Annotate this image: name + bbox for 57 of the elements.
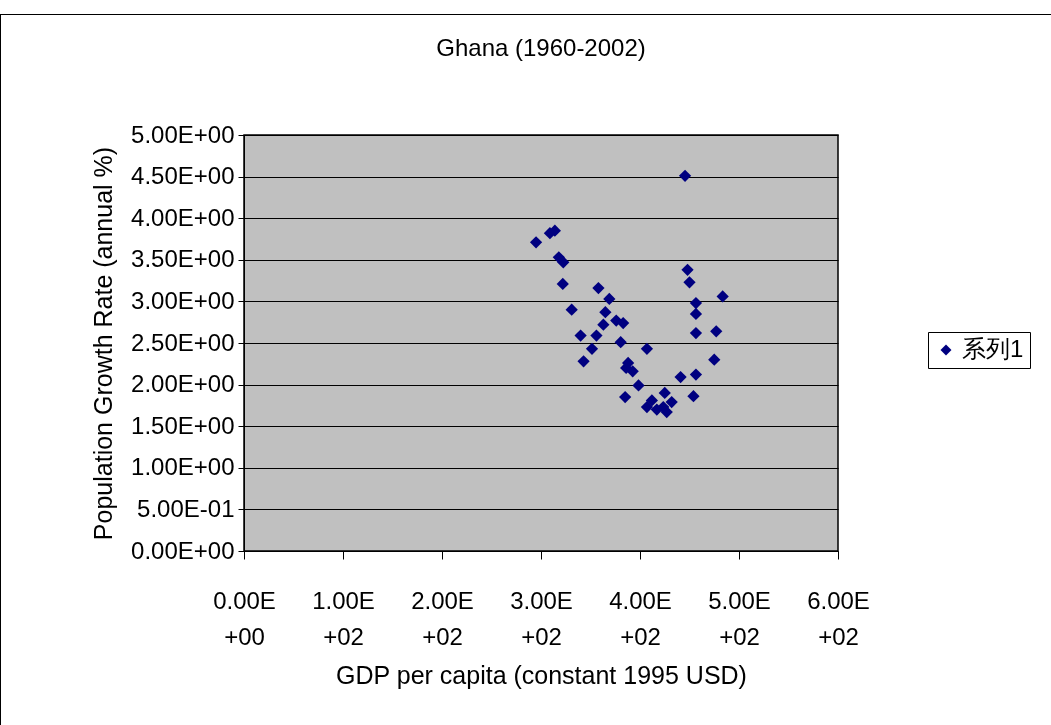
y-tick-label: 1.50E+00 [131,411,235,439]
y-tick-label: 3.50E+00 [131,245,235,273]
point [617,316,630,330]
point [632,379,645,392]
y-tick-label: 5.00E-01 [137,494,235,522]
x-tick-label: 1.00E+02 [312,586,375,650]
point [590,329,603,342]
point [687,390,700,403]
point [658,386,671,400]
point [603,292,616,306]
point [626,365,639,378]
point [592,281,605,295]
point [716,290,729,303]
x-tick-label: 6.00E+02 [807,586,870,650]
y-tick-label: 1.00E+00 [131,453,235,481]
point [557,256,570,269]
point [689,368,703,381]
x-tick-label: 3.00E+02 [510,586,573,650]
legend-label: 系列1 [962,335,1024,362]
x-tick-label: 2.00E+02 [411,586,474,650]
point [657,400,670,414]
point [674,370,687,384]
point [640,342,654,355]
point [577,355,590,368]
point [708,353,721,366]
point [565,303,578,316]
point [640,400,654,414]
point [614,336,627,349]
point [710,325,723,338]
y-tick-label: 4.00E+00 [131,203,235,231]
y-tick-label: 4.50E+00 [131,162,235,190]
point [681,263,694,276]
x-tick-label: 4.00E+02 [609,586,672,650]
point [645,394,658,407]
point [619,390,632,404]
point [574,329,587,342]
point [689,307,703,320]
point [597,318,610,331]
x-tick-label: 5.00E+02 [708,586,771,650]
y-axis-title: Population Growth Rate (annual %) [89,146,118,541]
point [599,306,612,319]
point [585,342,599,355]
point [689,296,703,310]
point [683,276,696,289]
point [678,169,692,182]
y-tick-label: 5.00E+00 [131,120,235,148]
y-tick-label: 3.00E+00 [131,286,235,314]
y-tick-label: 2.50E+00 [131,328,235,356]
point [689,326,703,340]
x-tick-label: 0.00E+00 [213,586,276,650]
chart-title: Ghana (1960-2002) [436,34,646,61]
point [556,277,569,291]
point [665,395,678,409]
x-axis-title: GDP per capita (constant 1995 USD) [336,660,747,689]
y-tick-label: 2.00E+00 [131,370,235,398]
point [529,236,543,249]
y-tick-label: 0.00E+00 [131,536,235,564]
